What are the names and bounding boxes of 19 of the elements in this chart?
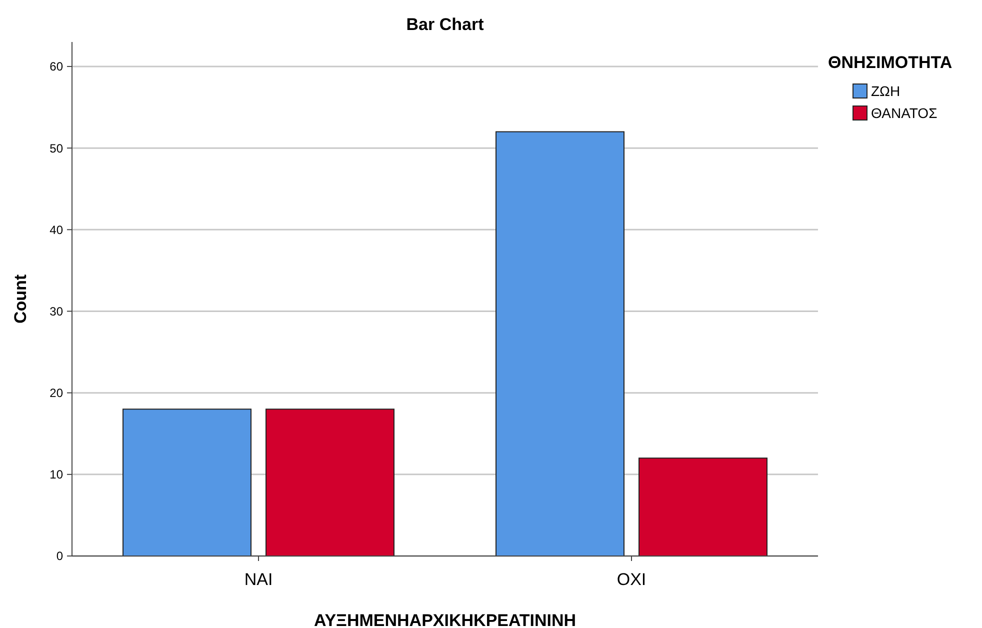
legend-label: ΖΩΗ bbox=[871, 82, 900, 99]
y-tick-label: 30 bbox=[50, 304, 64, 318]
x-tick-label: ΝΑΙ bbox=[244, 570, 273, 589]
bar bbox=[122, 408, 252, 556]
y-tick-label: 10 bbox=[50, 468, 64, 482]
x-axis-title: ΑΥΞΗΜΕΝΗΑΡΧΙΚΗΚΡΕΑΤΙΝΙΝΗ bbox=[314, 611, 576, 628]
y-axis-title: Count bbox=[11, 274, 30, 324]
x-tick-label: ΟΧΙ bbox=[616, 570, 646, 589]
legend-title: ΘΝΗΣΙΜΟΤΗΤΑ bbox=[828, 53, 952, 72]
chart-title: Bar Chart bbox=[406, 15, 484, 34]
y-tick-label: 40 bbox=[50, 222, 64, 237]
y-tick-label: 50 bbox=[50, 141, 64, 156]
y-tick-label: 20 bbox=[50, 386, 64, 400]
bar bbox=[638, 458, 768, 556]
bar bbox=[266, 408, 394, 556]
bar bbox=[496, 131, 624, 556]
legend-label: ΘΑΝΑΤΟΣ bbox=[871, 104, 938, 121]
y-tick-label: 0 bbox=[56, 549, 64, 564]
y-tick-label: 60 bbox=[50, 60, 64, 74]
